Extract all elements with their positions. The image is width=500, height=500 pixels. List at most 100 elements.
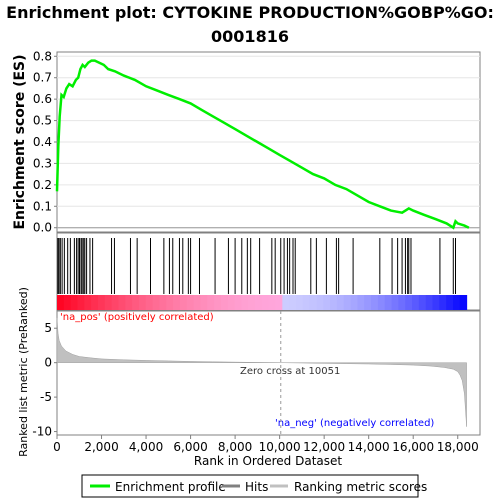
heat-bar-segment bbox=[104, 295, 113, 310]
heat-bar-segment bbox=[91, 295, 99, 310]
heat-bar-segment bbox=[63, 295, 72, 310]
heat-bar-segment bbox=[405, 295, 413, 310]
metric-panel-frame bbox=[56, 310, 481, 436]
heat-bar-segment bbox=[125, 295, 133, 310]
metric-y-axis-label: Ranked list metric (PreRanked) bbox=[17, 287, 30, 457]
heat-bar-segment bbox=[173, 295, 181, 310]
heat-bar-segment bbox=[446, 295, 454, 310]
x-tick-label: 10,000 bbox=[259, 440, 301, 454]
hit-marks bbox=[57, 238, 457, 294]
heat-bar-segment bbox=[111, 295, 119, 310]
heat-bar-segment bbox=[425, 295, 434, 310]
x-tick-label: 14,000 bbox=[348, 440, 390, 454]
heat-bar-segment bbox=[241, 295, 249, 310]
es-y-tick-label: 0.4 bbox=[33, 135, 52, 149]
heat-bar-segment bbox=[97, 295, 106, 310]
es-gridlines bbox=[57, 55, 480, 229]
heat-bar-segment bbox=[132, 295, 140, 310]
heat-bar-segment bbox=[391, 295, 399, 310]
heat-bar-segment bbox=[84, 295, 92, 310]
x-tick-label: 18,000 bbox=[437, 440, 479, 454]
heat-bar-segment bbox=[432, 295, 440, 310]
heat-bar-segment bbox=[186, 295, 195, 310]
x-tick-label: 2,000 bbox=[84, 440, 118, 454]
heat-bar-segment bbox=[70, 295, 78, 310]
x-tick-label: 8,000 bbox=[218, 440, 252, 454]
heat-bar-segment bbox=[234, 295, 242, 310]
heat-bar-segment bbox=[295, 295, 304, 310]
x-tick-label: 12,000 bbox=[303, 440, 345, 454]
heat-bar-segment bbox=[152, 295, 160, 310]
heat-bar-segment bbox=[398, 295, 406, 310]
heat-bar-segment bbox=[336, 295, 345, 310]
heat-bar-segment bbox=[77, 295, 85, 310]
chart-title-line2: 0001816 bbox=[211, 27, 289, 46]
es-y-tick-label: 0.5 bbox=[33, 114, 52, 128]
metric-y-tick-label: -5 bbox=[40, 390, 52, 404]
heat-bar-segment bbox=[200, 295, 208, 310]
heat-bar-segment bbox=[459, 295, 468, 310]
heat-bar-segment bbox=[248, 295, 256, 310]
heat-bar-segment bbox=[350, 295, 358, 310]
heat-bar-segment bbox=[384, 295, 393, 310]
metric-y-tick-label: 5 bbox=[44, 321, 52, 335]
heat-bar-segment bbox=[289, 295, 297, 310]
heat-bar-segment bbox=[371, 295, 379, 310]
heat-bar-segment bbox=[145, 295, 154, 310]
legend-box bbox=[81, 474, 419, 498]
heat-bar-segment bbox=[316, 295, 324, 310]
zero-cross-label: Zero cross at 10051 bbox=[240, 366, 340, 377]
heat-bar-segment bbox=[357, 295, 365, 310]
x-axis-label: Rank in Ordered Dataset bbox=[194, 454, 342, 468]
x-axis-ticks: 0 2,000 4,000 6,000 8,000 10,000 12,000 14,000 1… bbox=[53, 435, 479, 454]
heat-bar-segment bbox=[159, 295, 167, 310]
heat-bar-segment bbox=[282, 295, 290, 310]
es-y-tick-label: 0.0 bbox=[33, 221, 52, 235]
x-tick-label: 0 bbox=[53, 440, 61, 454]
legend-metric-label: Ranking metric scores bbox=[294, 480, 427, 494]
legend-hits-label: Hits bbox=[245, 480, 268, 494]
x-tick-label: 16,000 bbox=[392, 440, 434, 454]
x-tick-label: 4,000 bbox=[129, 440, 163, 454]
heat-bar-segment bbox=[227, 295, 236, 310]
heat-bar-segment bbox=[343, 295, 352, 310]
heat-bar-segment bbox=[214, 295, 222, 310]
es-y-tick-label: 0.3 bbox=[33, 156, 52, 170]
es-y-ticks: 0.0 0.1 0.2 0.3 0.4 0.5 0.6 0.7 0.8 bbox=[33, 49, 57, 235]
heat-bar-segment bbox=[302, 295, 311, 310]
metric-y-ticks: 5 0 -5 -10 bbox=[32, 321, 57, 439]
heat-bar-segment bbox=[323, 295, 331, 310]
heat-bar-segment bbox=[138, 295, 147, 310]
heat-bar-segment bbox=[418, 295, 427, 310]
es-y-tick-label: 0.8 bbox=[33, 49, 52, 63]
metric-y-tick-label: 0 bbox=[44, 356, 52, 370]
x-tick-label: 6,000 bbox=[173, 440, 207, 454]
es-y-tick-label: 0.2 bbox=[33, 178, 52, 192]
positive-correlation-label: 'na_pos' (positively correlated) bbox=[60, 312, 214, 323]
heat-bar-segment bbox=[330, 295, 338, 310]
heat-bar-segment bbox=[261, 295, 270, 310]
heat-bar-segment bbox=[220, 295, 229, 310]
es-y-tick-label: 0.1 bbox=[33, 199, 52, 213]
es-profile-line bbox=[55, 59, 470, 230]
chart-title-line1: Enrichment plot: CYTOKINE PRODUCTION%GOB… bbox=[6, 3, 494, 22]
es-y-tick-label: 0.7 bbox=[33, 71, 52, 85]
heat-bar-segment bbox=[179, 295, 188, 310]
heat-bar-segment bbox=[452, 295, 461, 310]
negative-correlation-label: 'na_neg' (negatively correlated) bbox=[275, 418, 434, 429]
legend-profile-label: Enrichment profile bbox=[115, 480, 226, 494]
heat-bar-segment bbox=[118, 295, 126, 310]
metric-area bbox=[56, 317, 467, 427]
heat-bar-segment bbox=[275, 295, 283, 310]
heat-bar-segment bbox=[309, 295, 317, 310]
heat-bar-segment bbox=[268, 295, 276, 310]
heat-bar-segment bbox=[166, 295, 174, 310]
es-y-tick-label: 0.6 bbox=[33, 92, 52, 106]
es-profile-series bbox=[55, 59, 470, 230]
heat-bar-segment bbox=[377, 295, 386, 310]
ranking-heat-bar bbox=[57, 295, 468, 310]
metric-area-series bbox=[56, 317, 467, 427]
heat-bar-segment bbox=[364, 295, 372, 310]
heat-bar-segment bbox=[412, 295, 420, 310]
